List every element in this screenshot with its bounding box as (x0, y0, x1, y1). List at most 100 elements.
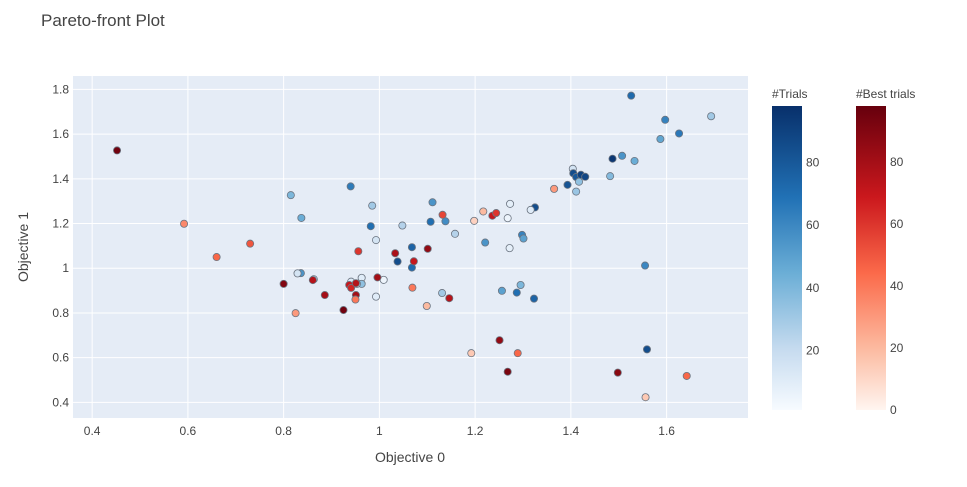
x-axis-title: Objective 0 (375, 449, 445, 465)
data-point[interactable] (308, 276, 317, 285)
data-point[interactable] (627, 91, 636, 100)
data-point[interactable] (246, 239, 255, 248)
colorbar-trials: #Trials 20 40 60 80 (772, 87, 820, 410)
data-point[interactable] (630, 156, 639, 165)
data-point[interactable] (398, 221, 407, 230)
data-point[interactable] (675, 129, 684, 138)
data-point[interactable] (408, 283, 417, 292)
y-tick-labels: 0.4 0.6 0.8 1 1.2 1.4 1.6 1.8 (52, 82, 69, 409)
data-point[interactable] (366, 222, 375, 231)
x-tick-label: 1 (376, 424, 383, 438)
y-tick-label: 1.4 (52, 172, 69, 186)
data-point[interactable] (346, 182, 355, 191)
data-point[interactable] (409, 257, 418, 266)
data-point[interactable] (550, 184, 559, 193)
y-tick-label: 1.8 (52, 82, 69, 96)
data-point[interactable] (503, 367, 512, 376)
chart-title: Pareto-front Plot (41, 11, 165, 30)
data-point[interactable] (291, 309, 300, 318)
data-point[interactable] (506, 199, 515, 208)
x-tick-label: 1.2 (467, 424, 484, 438)
data-point[interactable] (422, 302, 431, 311)
data-point[interactable] (423, 244, 432, 253)
colorbar-tick-label: 40 (890, 279, 904, 293)
data-point[interactable] (351, 295, 360, 304)
data-point[interactable] (339, 306, 348, 315)
data-point[interactable] (497, 286, 506, 295)
data-point[interactable] (606, 172, 615, 181)
colorbar-best-trials: #Best trials 0 20 40 60 80 (856, 87, 915, 417)
data-point[interactable] (512, 288, 521, 297)
data-point[interactable] (661, 115, 670, 124)
y-tick-label: 1.6 (52, 127, 69, 141)
data-point[interactable] (441, 217, 450, 226)
data-point[interactable] (297, 213, 306, 222)
data-point[interactable] (451, 229, 460, 238)
data-point[interactable] (407, 243, 416, 252)
data-point[interactable] (212, 253, 221, 262)
colorbar-tick-label: 80 (890, 155, 904, 169)
data-point[interactable] (642, 345, 651, 354)
data-point[interactable] (368, 201, 377, 210)
data-point[interactable] (428, 198, 437, 207)
data-point[interactable] (581, 172, 590, 181)
data-point[interactable] (481, 238, 490, 247)
data-point[interactable] (438, 289, 447, 298)
data-point[interactable] (372, 236, 381, 245)
data-point[interactable] (286, 191, 295, 200)
colorbar-title: #Best trials (856, 87, 915, 101)
colorbar-tick-label: 60 (890, 217, 904, 231)
data-point[interactable] (393, 257, 402, 266)
data-point[interactable] (495, 336, 504, 345)
y-tick-label: 0.6 (52, 351, 69, 365)
data-point[interactable] (613, 368, 622, 377)
x-tick-label: 1.4 (563, 424, 580, 438)
data-point[interactable] (373, 273, 382, 282)
data-point[interactable] (492, 209, 501, 218)
data-points (113, 91, 716, 402)
x-tick-label: 1.6 (658, 424, 675, 438)
data-point[interactable] (470, 216, 479, 225)
data-point[interactable] (572, 187, 581, 196)
y-tick-label: 1 (62, 261, 69, 275)
colorbar-title: #Trials (772, 87, 808, 101)
data-point[interactable] (438, 210, 447, 219)
colorbar-gradient (856, 106, 886, 410)
data-point[interactable] (293, 269, 302, 278)
data-point[interactable] (354, 247, 363, 256)
data-point[interactable] (519, 234, 528, 243)
data-point[interactable] (113, 146, 122, 155)
data-point[interactable] (707, 112, 716, 121)
data-point[interactable] (656, 135, 665, 144)
data-point[interactable] (575, 177, 584, 186)
data-point[interactable] (467, 349, 476, 358)
x-tick-label: 0.4 (84, 424, 101, 438)
data-point[interactable] (391, 249, 400, 258)
colorbar-tick-label: 80 (806, 155, 820, 169)
data-point[interactable] (505, 244, 514, 253)
data-point[interactable] (479, 207, 488, 216)
data-point[interactable] (320, 291, 329, 300)
data-point[interactable] (347, 283, 356, 292)
data-point[interactable] (641, 393, 650, 402)
data-point[interactable] (351, 279, 360, 288)
data-point[interactable] (618, 151, 627, 160)
colorbar-tick-label: 60 (806, 218, 820, 232)
y-axis-title: Objective 1 (15, 212, 31, 282)
data-point[interactable] (426, 217, 435, 226)
data-point[interactable] (516, 280, 525, 289)
data-point[interactable] (513, 349, 522, 358)
data-point[interactable] (279, 279, 288, 288)
data-point[interactable] (608, 154, 617, 163)
data-point[interactable] (641, 261, 650, 270)
data-point[interactable] (526, 205, 535, 214)
x-tick-labels: 0.4 0.6 0.8 1 1.2 1.4 1.6 (84, 424, 675, 438)
data-point[interactable] (530, 294, 539, 303)
data-point[interactable] (180, 219, 189, 228)
data-point[interactable] (563, 180, 572, 189)
data-point[interactable] (372, 292, 381, 301)
data-point[interactable] (503, 214, 512, 223)
data-point[interactable] (445, 294, 454, 303)
data-point[interactable] (682, 371, 691, 380)
